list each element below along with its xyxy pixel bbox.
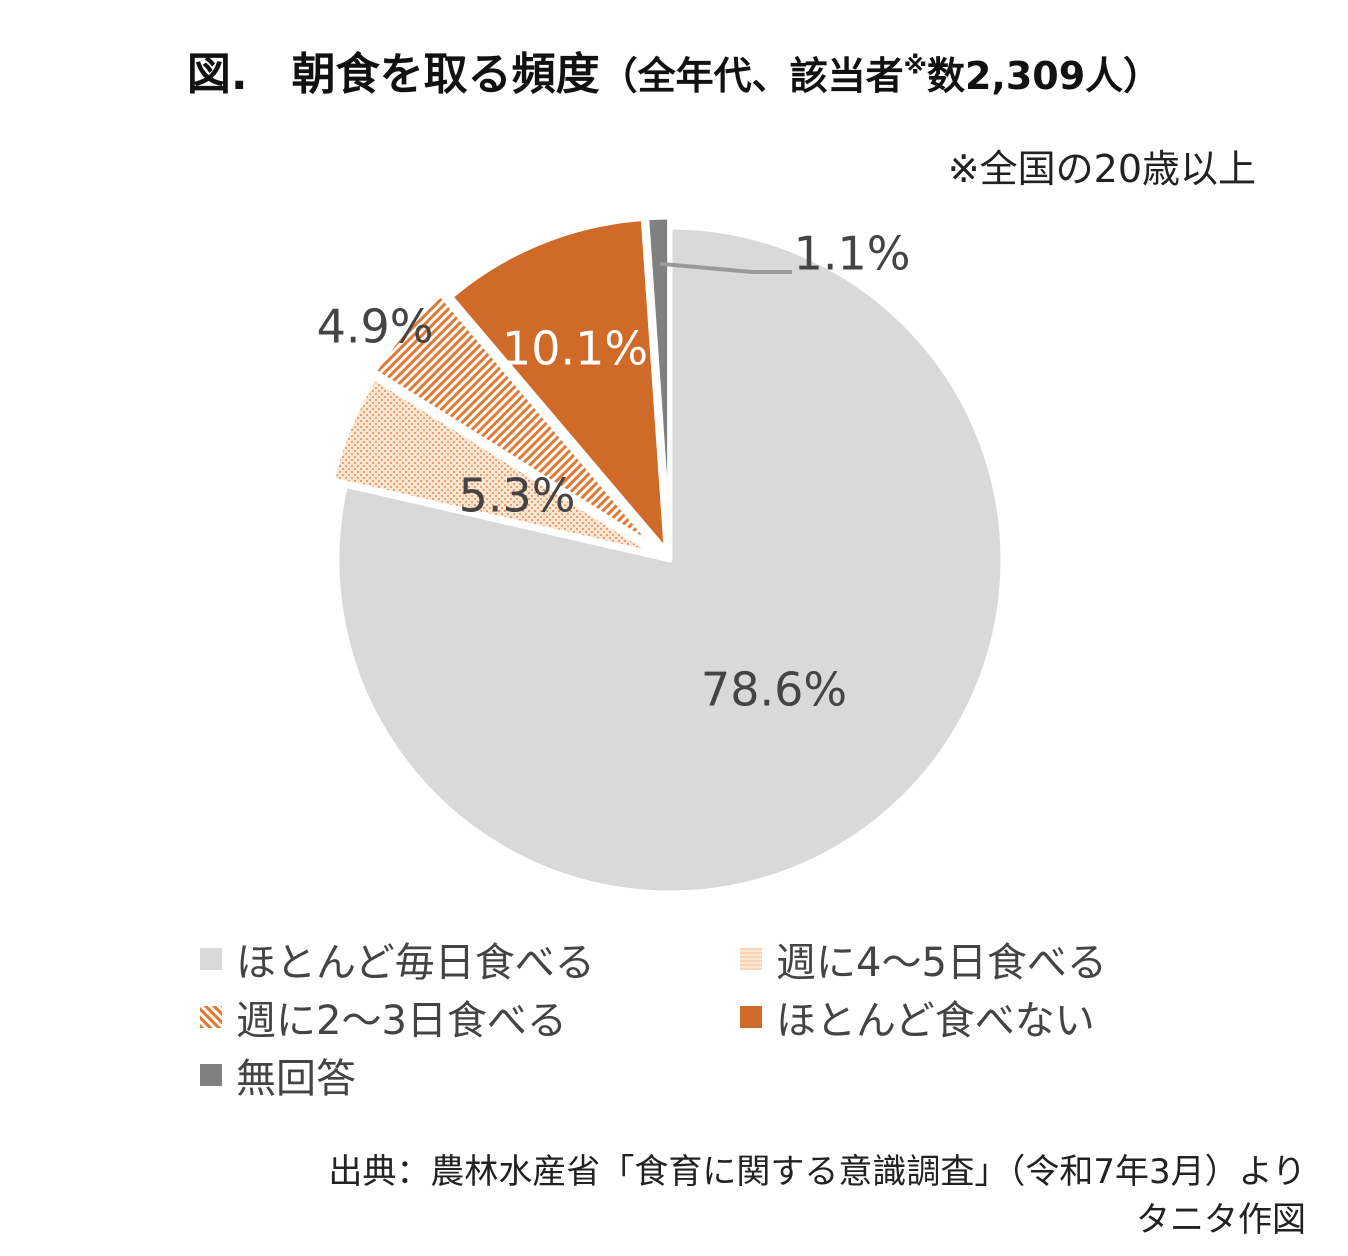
legend-swatch <box>200 1006 222 1028</box>
legend-label: 週に2～3日食べる <box>236 998 567 1044</box>
legend-label: 無回答 <box>236 1056 356 1102</box>
population-note: ※全国の20歳以上 <box>947 147 1256 191</box>
legend-item-no-answer: 無回答 <box>200 1046 356 1104</box>
leader-line-no-answer <box>659 261 792 274</box>
pie-slice-4-5-days <box>330 375 660 558</box>
legend-label: ほとんど食べない <box>776 998 1095 1044</box>
data-label-2-3-days: 4.9% <box>317 300 434 354</box>
legend-swatch <box>200 948 222 970</box>
pie-slice-no-answer <box>644 214 673 553</box>
pie-labels: 78.6% 5.3% 4.9% 10.1% 1.1% <box>317 227 911 717</box>
legend-item-rarely: ほとんど食べない <box>740 988 1095 1046</box>
title-sub-open: （全年代、該当者 <box>599 54 904 98</box>
source-credit: 出典：農林水産省「食育に関する意識調査」（令和7年3月）より タニタ作図 <box>328 1148 1306 1244</box>
pie-slice-almost-daily <box>334 224 1006 896</box>
pie-slices <box>330 214 1006 896</box>
title-sub-close: 数2,309人） <box>926 54 1162 98</box>
legend-item-almost-daily: ほとんど毎日食べる <box>200 930 595 988</box>
data-label-4-5-days: 5.3% <box>459 469 576 523</box>
legend-swatch <box>740 1006 762 1028</box>
legend-swatch <box>740 948 762 970</box>
data-label-almost-daily: 78.6% <box>701 663 847 717</box>
legend-item-4-5-days: 週に4～5日食べる <box>740 930 1107 988</box>
pie-slice-2-3-days <box>371 291 659 551</box>
legend-item-2-3-days: 週に2～3日食べる <box>200 988 567 1046</box>
data-label-no-answer: 1.1% <box>794 227 911 281</box>
source-line-2: タニタ作図 <box>1136 1200 1306 1240</box>
title-main: 図. 朝食を取る頻度 <box>186 49 600 100</box>
source-line-1: 出典：農林水産省「食育に関する意識調査」（令和7年3月）より <box>328 1152 1306 1192</box>
title-superscript: ※ <box>903 51 927 80</box>
legend-swatch <box>200 1064 222 1086</box>
legend-label: ほとんど毎日食べる <box>236 940 595 986</box>
legend-label: 週に4～5日食べる <box>776 940 1107 986</box>
pie-slice-rarely <box>448 216 669 554</box>
data-label-rarely: 10.1% <box>502 322 648 376</box>
chart-title: 図. 朝食を取る頻度（全年代、該当者※数2,309人） <box>0 38 1348 102</box>
